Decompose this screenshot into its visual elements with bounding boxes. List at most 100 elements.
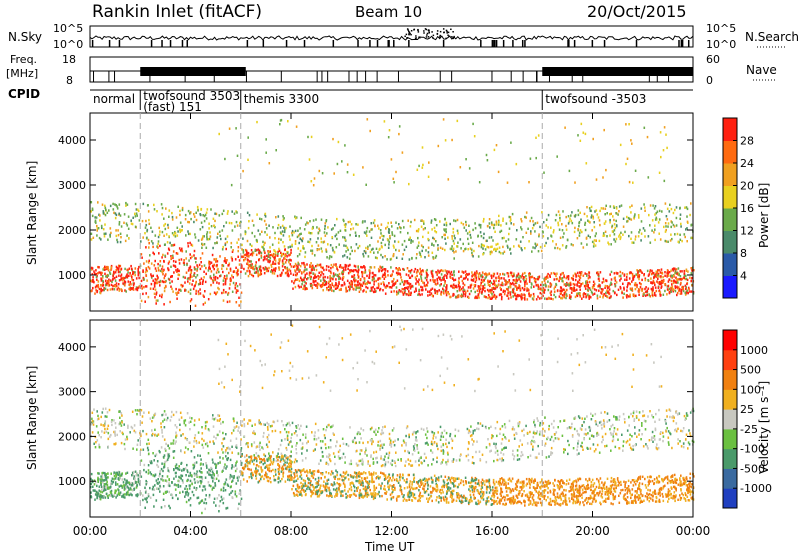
- scatter-point: [201, 282, 204, 285]
- scatter-point: [366, 495, 368, 498]
- scatter-point: [335, 287, 337, 290]
- scatter-point: [375, 279, 377, 283]
- scatter-point: [451, 245, 453, 248]
- scatter-point: [485, 275, 487, 279]
- scatter-point: [577, 209, 580, 212]
- scatter-point: [203, 264, 206, 267]
- scatter-point: [115, 213, 118, 217]
- scatter-point: [129, 281, 132, 284]
- scatter-point: [457, 232, 459, 235]
- scatter-point: [598, 289, 600, 292]
- scatter-point: [406, 287, 409, 291]
- scatter-point: [475, 276, 477, 280]
- scatter-point: [145, 267, 147, 270]
- scatter-point: [674, 286, 677, 290]
- scatter-point: [265, 151, 267, 154]
- scatter-point: [210, 270, 213, 273]
- scatter-point: [662, 149, 665, 152]
- scatter-point: [477, 234, 479, 237]
- scatter-point: [565, 283, 567, 286]
- scatter-point: [145, 219, 147, 223]
- scatter-point: [299, 269, 301, 272]
- scatter-point: [361, 275, 364, 278]
- scatter-point: [542, 481, 545, 484]
- scatter-point: [617, 484, 620, 487]
- scatter-point: [514, 294, 516, 297]
- scatter-point: [649, 295, 652, 298]
- scatter-point: [349, 252, 352, 256]
- scatter-point: [533, 481, 535, 484]
- scatter-point: [264, 267, 267, 270]
- scatter-point: [431, 228, 433, 231]
- scatter-point: [606, 477, 609, 480]
- scatter-point: [409, 480, 412, 483]
- scatter-point: [453, 219, 455, 222]
- scatter-point: [326, 276, 329, 279]
- scatter-point: [124, 282, 126, 285]
- scatter-point: [319, 263, 322, 266]
- scatter-point: [590, 290, 593, 293]
- scatter-point: [165, 233, 168, 236]
- scatter-point: [668, 278, 670, 281]
- scatter-point: [212, 265, 214, 269]
- freq-tick-top: 18: [62, 53, 76, 66]
- scatter-point: [248, 468, 250, 471]
- scatter-point: [565, 500, 568, 503]
- scatter-point: [127, 280, 130, 283]
- scatter-point: [283, 217, 285, 220]
- scatter-point: [565, 228, 568, 231]
- scatter-point: [651, 293, 654, 297]
- scatter-point: [138, 285, 141, 288]
- scatter-point: [472, 228, 474, 232]
- scatter-point: [373, 251, 375, 254]
- scatter-point: [269, 246, 271, 249]
- scatter-point: [310, 480, 312, 483]
- scatter-point: [388, 231, 390, 234]
- scatter-point: [199, 213, 201, 216]
- scatter-point: [347, 267, 349, 270]
- scatter-point: [526, 282, 528, 285]
- scatter-point: [97, 272, 99, 275]
- scatter-point: [207, 298, 210, 301]
- scatter-point: [621, 290, 623, 293]
- scatter-point: [648, 273, 650, 276]
- scatter-point: [348, 269, 351, 272]
- scatter-point: [239, 224, 241, 227]
- scatter-point: [369, 250, 372, 254]
- scatter-point: [408, 276, 411, 279]
- scatter-point: [229, 283, 231, 286]
- scatter-point: [689, 290, 691, 293]
- scatter-point: [670, 269, 672, 272]
- scatter-point: [357, 266, 359, 269]
- scatter-point: [205, 246, 208, 249]
- freq-trace: [90, 67, 693, 82]
- scatter-point: [191, 283, 193, 286]
- scatter-point: [542, 294, 544, 298]
- scatter-point: [685, 287, 687, 290]
- scatter-point: [496, 502, 498, 505]
- cpid-segment-label: twofsound -3503: [545, 92, 646, 106]
- scatter-point: [420, 288, 423, 292]
- scatter-point: [283, 257, 285, 260]
- scatter-point: [632, 501, 635, 505]
- scatter-point: [231, 259, 234, 262]
- scatter-point: [547, 491, 549, 494]
- scatter-point: [420, 273, 423, 276]
- scatter-point: [561, 294, 564, 297]
- scatter-point: [600, 502, 602, 506]
- scatter-point: [430, 221, 433, 224]
- scatter-point: [133, 282, 135, 285]
- scatter-point: [417, 280, 420, 284]
- scatter-point: [490, 245, 492, 249]
- nsky-search-dot: [426, 34, 428, 36]
- scatter-point: [113, 270, 115, 274]
- scatter-point: [152, 287, 155, 290]
- scatter-point: [274, 262, 277, 265]
- scatter-point: [488, 491, 491, 494]
- scatter-point: [188, 221, 190, 224]
- scatter-point: [618, 274, 621, 278]
- scatter-point: [444, 237, 446, 240]
- scatter-point: [596, 297, 599, 300]
- scatter-point: [249, 243, 251, 246]
